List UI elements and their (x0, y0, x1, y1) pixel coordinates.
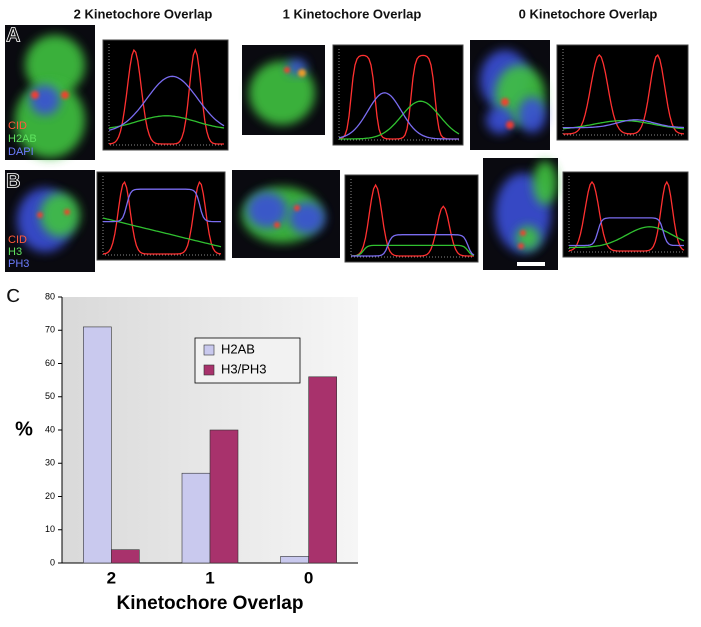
signal (31, 91, 39, 99)
legend-label: H3/PH3 (221, 361, 267, 376)
profile-line (339, 100, 460, 140)
signal (501, 98, 509, 106)
stain-label: PH3 (8, 258, 29, 270)
signal (25, 35, 85, 95)
signal (61, 91, 69, 99)
y-tick-label: 10 (45, 524, 55, 534)
signal (30, 85, 60, 115)
column-header: 0 Kinetochore Overlap (519, 6, 658, 21)
y-tick-label: 30 (45, 458, 55, 468)
profile-axis (568, 176, 684, 253)
signal (520, 230, 526, 236)
profile-line (563, 119, 685, 129)
x-tick-label: 2 (107, 568, 116, 587)
bar (111, 549, 140, 564)
profile-line (351, 234, 475, 257)
signal (518, 97, 546, 133)
signal (249, 61, 315, 125)
y-tick-label: 0 (50, 557, 55, 567)
signal (64, 209, 70, 215)
x-tick-label: 0 (304, 568, 313, 587)
profile-line (562, 119, 685, 130)
panel-label: C (6, 285, 20, 307)
bar (209, 429, 239, 564)
signal (518, 243, 524, 249)
profile-line (108, 75, 225, 131)
y-axis-title: % (15, 418, 33, 440)
x-axis-title: Kinetochore Overlap (117, 593, 304, 614)
signal (247, 192, 287, 228)
legend-label: H2AB (221, 341, 255, 356)
column-header: 1 Kinetochore Overlap (283, 6, 422, 21)
profile-plot (96, 171, 226, 261)
column-header: 2 Kinetochore Overlap (74, 6, 213, 21)
y-tick-label: 20 (45, 491, 55, 501)
bar (83, 326, 112, 564)
profile-axis (338, 49, 459, 141)
profile-line (102, 217, 222, 248)
profile-line (103, 188, 221, 223)
stain-label: CID (8, 120, 27, 132)
signal (533, 161, 557, 205)
y-tick-label: 40 (45, 424, 55, 434)
y-tick-label: 60 (45, 358, 55, 368)
signal (298, 69, 306, 77)
profile-line (350, 183, 474, 257)
profile-plot (332, 44, 464, 146)
signal (486, 106, 514, 134)
bar (280, 556, 309, 564)
stain-label: CID (8, 234, 27, 246)
legend-swatch (203, 364, 215, 376)
profile-line (569, 226, 685, 249)
y-tick-label: 50 (45, 391, 55, 401)
profile-line (102, 180, 222, 255)
profile-line (108, 48, 224, 145)
profile-axis (108, 44, 224, 146)
profile-line (338, 92, 459, 140)
profile-line (338, 54, 459, 140)
signal (274, 222, 280, 228)
panel-label: A (6, 24, 20, 46)
profile-line (568, 180, 685, 252)
signal (37, 212, 43, 218)
profile-axis (350, 179, 474, 258)
signal (40, 193, 80, 237)
profile-plot (102, 39, 229, 151)
profile-line (350, 244, 475, 257)
profile-line (563, 54, 685, 135)
stain-label: H2AB (8, 133, 37, 145)
stain-label: DAPI (8, 146, 34, 158)
legend-swatch (203, 344, 215, 356)
signal (284, 67, 290, 73)
bar (308, 376, 337, 564)
panels (5, 25, 689, 272)
bar (181, 472, 211, 564)
profile-axis (102, 176, 221, 256)
y-tick-label: 70 (45, 325, 55, 335)
signal (294, 205, 300, 211)
scale-bar (517, 262, 545, 266)
profile-line (108, 115, 225, 129)
x-tick-label: 1 (205, 568, 214, 587)
profile-line (569, 217, 684, 247)
panel-label: B (6, 170, 20, 192)
y-tick-label: 80 (45, 291, 55, 301)
signal (506, 121, 514, 129)
stain-label: H3 (8, 246, 22, 258)
